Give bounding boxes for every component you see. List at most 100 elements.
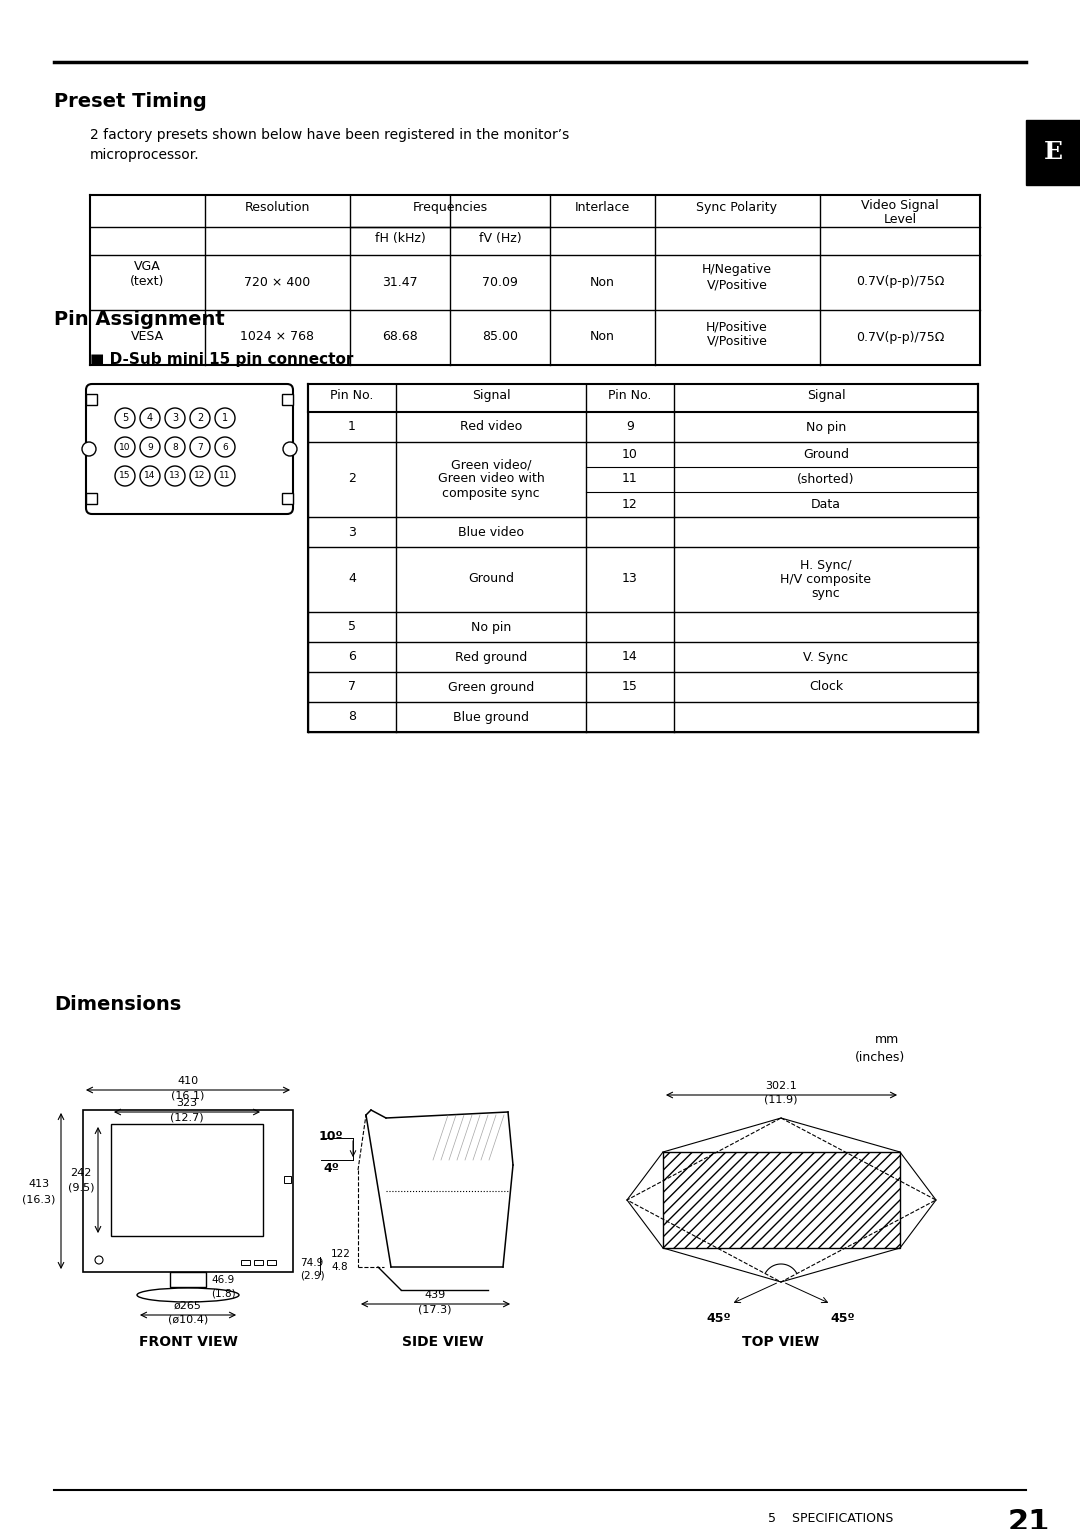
Text: Red ground: Red ground [455,650,527,664]
Circle shape [82,442,96,456]
Text: Pin No.: Pin No. [330,388,374,402]
Bar [282,492,293,505]
Circle shape [114,437,135,457]
Text: 45º: 45º [831,1312,855,1326]
Text: TOP VIEW: TOP VIEW [742,1335,820,1349]
Text: 12: 12 [622,497,638,511]
Text: 2: 2 [348,472,356,486]
Text: 11: 11 [622,472,638,486]
Text: H. Sync/: H. Sync/ [800,558,852,572]
Text: Pin No.: Pin No. [608,388,651,402]
Text: 6: 6 [222,442,228,451]
Circle shape [165,466,185,486]
Text: No pin: No pin [471,621,511,633]
Circle shape [215,437,235,457]
Text: Preset Timing: Preset Timing [54,92,206,112]
Text: 12: 12 [194,471,205,480]
Text: (16.1): (16.1) [172,1090,205,1099]
Text: E: E [1043,141,1063,164]
Text: sync: sync [812,587,840,599]
Text: mm: mm [875,1034,900,1046]
Text: 720 × 400: 720 × 400 [244,275,310,289]
Text: ■ D-Sub mini 15 pin connector: ■ D-Sub mini 15 pin connector [90,352,353,367]
Text: Sync Polarity: Sync Polarity [697,200,778,214]
Ellipse shape [137,1287,239,1303]
Text: Interlace: Interlace [575,200,630,214]
Circle shape [140,466,160,486]
Bar [83,1110,293,1272]
Text: 4º: 4º [323,1162,339,1174]
Text: 70.09: 70.09 [482,275,518,289]
Text: Blue video: Blue video [458,526,524,538]
Bar [282,394,293,405]
Text: 14: 14 [622,650,638,664]
Text: Ground: Ground [804,448,849,460]
Circle shape [114,408,135,428]
Text: 31.47: 31.47 [382,275,418,289]
Text: 45º: 45º [706,1312,731,1326]
Text: 5: 5 [348,621,356,633]
Text: 74.9: 74.9 [300,1258,323,1268]
Text: 21: 21 [1008,1508,1051,1529]
Text: 6: 6 [348,650,356,664]
Text: 9: 9 [147,442,153,451]
Bar [111,1124,264,1235]
Text: 439: 439 [424,1290,446,1300]
Text: Pin Assignment: Pin Assignment [54,310,225,329]
Text: SIDE VIEW: SIDE VIEW [402,1335,484,1349]
Text: VESA: VESA [131,330,163,344]
Text: 13: 13 [170,471,180,480]
Text: 302.1: 302.1 [765,1081,797,1092]
Text: VGA: VGA [134,260,160,274]
Text: Non: Non [590,330,615,344]
Text: Green video/: Green video/ [450,459,531,471]
Text: fH (kHz): fH (kHz) [375,232,426,245]
Circle shape [215,466,235,486]
Text: 4: 4 [348,572,356,586]
Text: (16.3): (16.3) [23,1194,56,1203]
Text: V. Sync: V. Sync [804,650,849,664]
Text: microprocessor.: microprocessor. [90,148,200,162]
Text: 242: 242 [70,1168,92,1177]
Text: Blue ground: Blue ground [453,711,529,723]
Circle shape [283,442,297,456]
Text: 15: 15 [119,471,131,480]
Text: 68.68: 68.68 [382,330,418,344]
Circle shape [95,1255,103,1264]
Circle shape [215,408,235,428]
Text: Signal: Signal [807,388,846,402]
Text: 85.00: 85.00 [482,330,518,344]
Text: 13: 13 [622,572,638,586]
Text: (inches): (inches) [855,1050,905,1064]
Circle shape [165,437,185,457]
Text: 8: 8 [348,711,356,723]
Text: ø265: ø265 [174,1301,202,1310]
Text: 7: 7 [198,442,203,451]
Circle shape [190,408,210,428]
Text: (12.7): (12.7) [171,1112,204,1122]
Text: Non: Non [590,275,615,289]
Text: composite sync: composite sync [442,486,540,500]
Text: Dimensions: Dimensions [54,995,181,1014]
Text: Resolution: Resolution [244,200,310,214]
Text: (9.5): (9.5) [68,1183,94,1193]
Text: V/Positive: V/Positive [706,278,768,291]
Text: Ground: Ground [468,572,514,586]
Text: (17.3): (17.3) [418,1304,451,1313]
Text: Video Signal: Video Signal [861,199,939,213]
Text: Green ground: Green ground [448,680,535,694]
Circle shape [140,437,160,457]
Text: 14: 14 [145,471,156,480]
Text: Level: Level [883,213,917,226]
Text: (shorted): (shorted) [797,472,854,486]
Text: 11: 11 [219,471,231,480]
Text: 2 factory presets shown below have been registered in the monitor’s: 2 factory presets shown below have been … [90,128,569,142]
Text: 5    SPECIFICATIONS: 5 SPECIFICATIONS [768,1512,893,1524]
Circle shape [165,408,185,428]
Bar [86,394,97,405]
Text: 1: 1 [348,420,356,434]
Bar [241,1260,249,1264]
Text: H/V composite: H/V composite [781,572,872,586]
Text: 0.7V(p-p)/75Ω: 0.7V(p-p)/75Ω [855,330,944,344]
Bar [254,1260,264,1264]
